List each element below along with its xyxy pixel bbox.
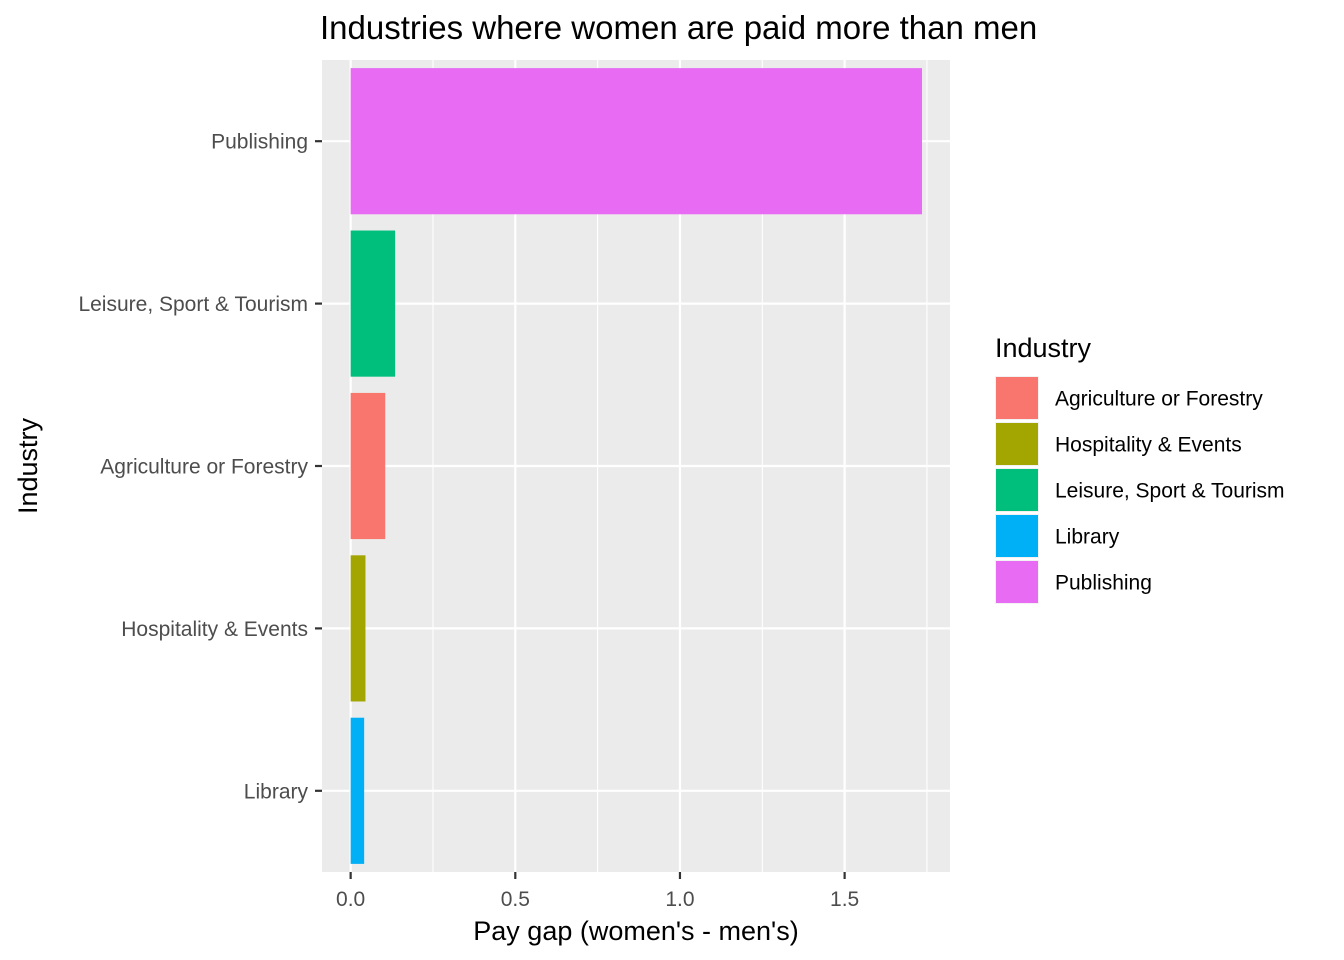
legend-entry-label: Agriculture or Forestry (1055, 388, 1263, 411)
bar-library (350, 717, 365, 864)
x-axis-title: Pay gap (women's - men's) (473, 916, 798, 946)
y-tick-label: Publishing (211, 131, 308, 154)
y-tick-label: Agriculture or Forestry (100, 456, 308, 479)
legend-entry-label: Publishing (1055, 572, 1152, 595)
bar-hospitality-events (350, 555, 366, 702)
legend-entry-label: Leisure, Sport & Tourism (1055, 480, 1285, 503)
legend-key-swatch (996, 377, 1038, 419)
legend-key-swatch (996, 469, 1038, 511)
x-axis: 0.0 0.5 1.0 1.5 (336, 872, 859, 911)
legend-entry-label: Library (1055, 526, 1120, 549)
legend-entry-label: Hospitality & Events (1055, 434, 1242, 457)
y-axis-title: Industry (13, 417, 43, 514)
x-tick-label: 1.0 (665, 888, 694, 911)
bar-agriculture-or-forestry (350, 392, 386, 540)
bar-leisure-sport-tourism (350, 230, 396, 377)
chart-title: Industries where women are paid more tha… (320, 9, 1037, 46)
legend-key-swatch (996, 561, 1038, 603)
legend-key-swatch (996, 515, 1038, 557)
legend-key-swatch (996, 423, 1038, 465)
x-tick-label: 0.5 (501, 888, 530, 911)
y-tick-label: Hospitality & Events (121, 618, 308, 641)
legend: Industry Agriculture or Forestry Hospital… (995, 333, 1285, 604)
bars (350, 68, 923, 864)
legend-title: Industry (995, 333, 1092, 363)
bar-publishing (350, 68, 923, 215)
y-tick-label: Leisure, Sport & Tourism (78, 293, 308, 316)
y-axis: Publishing Leisure, Sport & Tourism Agricu… (78, 131, 322, 803)
y-tick-label: Library (244, 780, 309, 803)
x-tick-label: 1.5 (830, 888, 859, 911)
x-tick-label: 0.0 (336, 888, 365, 911)
